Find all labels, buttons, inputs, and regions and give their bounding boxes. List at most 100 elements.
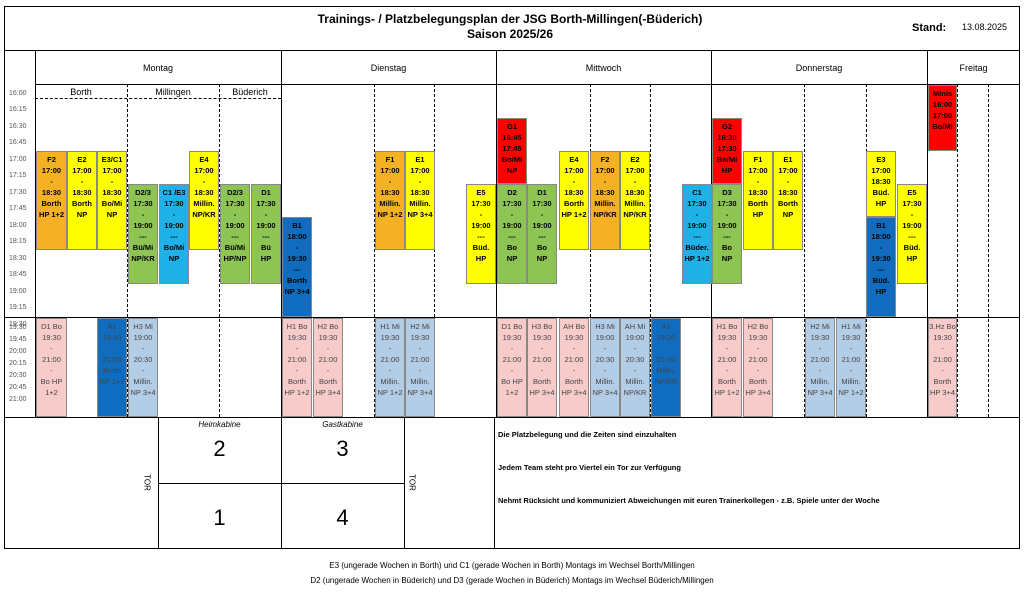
tor-right-label: TOR xyxy=(407,474,417,491)
time-label: 17:30 xyxy=(9,189,27,196)
training-block: A1 19:30 - 21:00 Borth NP 1+2 xyxy=(97,318,127,417)
training-block: H2 Mi 19:30 - 21:00 - Millin. NP 3+4 xyxy=(805,318,835,417)
day-mittwoch: Mittwoch xyxy=(585,63,622,73)
training-block: AH Mi 19:00 - 20:30 - Millin. NP/KR xyxy=(620,318,650,417)
time-label: 17:15 xyxy=(9,172,27,179)
time-label: 19:30 xyxy=(9,321,27,328)
time-label: 16:00 xyxy=(9,90,27,97)
training-block: E5 17:30 - 19:00 --- Büd. HP xyxy=(897,184,927,284)
field-quarter-3: 3 xyxy=(336,436,349,461)
sep xyxy=(374,84,375,417)
stand-date: 13.08.2025 xyxy=(962,22,1008,32)
field-center-line xyxy=(158,483,404,484)
gastkabine-label: Gastkabine xyxy=(322,420,363,429)
note-1: Die Platzbelegung und die Zeiten sind ei… xyxy=(498,430,677,439)
training-block: H3 Mi 19:00 - 20:30 - Millin. NP 3+4 xyxy=(128,318,158,417)
title-line-1: Trainings- / Platzbelegungsplan der JSG … xyxy=(317,12,703,26)
time-label: 18:15 xyxy=(9,238,27,245)
sep xyxy=(988,84,989,417)
sep xyxy=(219,84,220,417)
location-borth: Borth xyxy=(70,87,92,97)
training-block: H1 Mi 19:30 - 21:00 - Millin. NP 1+2 xyxy=(375,318,405,417)
title-line-2: Saison 2025/26 xyxy=(466,27,554,41)
training-block: 3.Hz Bo 19:30 - 21:00 - Borth HP 3+4 xyxy=(928,318,957,417)
training-block: C1 17:30 - 19:00 --- Büder. HP 1+2 xyxy=(682,184,712,284)
training-block: F1 17:00 - 18:30 Borth HP xyxy=(743,151,773,250)
field-quarter-4: 4 xyxy=(336,505,349,530)
training-block: H2 Bo 19:30 - 21:00 - Borth HP 3+4 xyxy=(313,318,343,417)
training-block: H1 Mi 19:30 - 21:00 - Millin. NP 1+2 xyxy=(836,318,866,417)
left-time-col-line xyxy=(35,50,36,417)
training-block: E4 17:00 - 18:30 Millin. NP/KR xyxy=(189,151,219,250)
location-underline xyxy=(35,98,281,99)
training-block: G2 16:30 17:30 Bo/Mi HP xyxy=(712,118,742,184)
training-block: F2 17:00 - 18:30 Millin. NP/KR xyxy=(590,151,620,250)
sep xyxy=(804,84,805,417)
note-3: Nehmt Rücksicht und kommuniziert Abweich… xyxy=(498,496,880,505)
note-2: Jedem Team steht pro Viertel ein Tor zur… xyxy=(498,463,681,472)
sep xyxy=(957,84,958,417)
training-block: D2/3 17:30 - 19:00 --- Bü/Mi NP/KR xyxy=(128,184,158,284)
sep xyxy=(434,84,435,417)
training-block: B1 18:00 - 19:30 --- Büd. HP xyxy=(866,217,896,317)
time-label: 18:30 xyxy=(9,255,27,262)
training-block: E5 17:30 - 19:00 --- Büd. HP xyxy=(466,184,496,284)
training-block: G1 16:45 17:45 Bo/Mi NP xyxy=(497,118,527,184)
time-label: 17:45 xyxy=(9,205,27,212)
training-block: B1 18:00 - 19:30 --- Borth NP 3+4 xyxy=(282,217,312,317)
sep xyxy=(590,84,591,417)
time-label: 19:45 xyxy=(9,336,27,343)
training-block: H3 Bo 19:30 - 21:00 - Borth HP 3+4 xyxy=(527,318,557,417)
training-block: E3 17:00 18:30 Büd. HP xyxy=(866,151,896,217)
training-block: D1 Bo 19:30 - 21:00 - Bo HP 1+2 xyxy=(497,318,527,417)
training-block: E1 17:00 - 18:30 Borth NP xyxy=(773,151,803,250)
day-donnerstag: Donnerstag xyxy=(795,63,843,73)
col-line-freitag xyxy=(927,50,928,417)
sep xyxy=(650,84,651,417)
header-divider xyxy=(4,50,1020,51)
training-block: AH Bo 19:30 - 21:00 - Borth HP 3+4 xyxy=(559,318,589,417)
time-label: 17:00 xyxy=(9,156,27,163)
training-block: D1 Bo 19:30 - 21:00 - Bo HP 1+2 xyxy=(36,318,67,417)
field-notes-line xyxy=(494,417,495,549)
training-block: F1 17:00 - 18:30 Millin. NP 1+2 xyxy=(375,151,405,250)
field-quarter-1: 1 xyxy=(213,505,226,530)
time-label: 20:45 xyxy=(9,384,27,391)
footer-line-2: D2 (ungerade Wochen in Büderich) und D3 … xyxy=(310,576,714,585)
training-block: H3 Mi 19:00 - 20:30 - Millin. NP 3+4 xyxy=(590,318,620,417)
time-label: 21:00 xyxy=(9,396,27,403)
training-block: E4 17:00 - 18:30 Borth HP 1+2 xyxy=(559,151,589,250)
tor-left-label: TOR xyxy=(142,474,152,491)
footer-line-1: E3 (ungerade Wochen in Borth) und C1 (ge… xyxy=(329,561,695,570)
training-block: E2 17:00 - 18:30 Millin. NP/KR xyxy=(620,151,650,250)
location-millingen: Millingen xyxy=(155,87,191,97)
page-title: Trainings- / Platzbelegungsplan der JSG … xyxy=(250,12,770,42)
time-label: 16:45 xyxy=(9,139,27,146)
sep xyxy=(127,84,128,417)
time-label: 18:45 xyxy=(9,271,27,278)
stand-label: Stand: xyxy=(912,22,947,34)
day-dienstag: Dienstag xyxy=(370,63,407,73)
training-block: A1 19:30 - 21:00 Millin. NP/KR xyxy=(651,318,681,417)
time-label: 18:00 xyxy=(9,222,27,229)
field-right-line xyxy=(404,417,405,549)
training-block: D2/3 17:30 - 19:00 --- Bü/Mi HP/NP xyxy=(220,184,250,284)
day-header-divider xyxy=(35,84,1020,85)
training-block: E2 17:00 - 18:30 Borth NP xyxy=(67,151,97,250)
training-block: H2 Bo 19:30 - 21:00 - Borth HP 3+4 xyxy=(743,318,773,417)
time-label: 20:30 xyxy=(9,372,27,379)
training-block: D2 17:30 - 19:00 --- Bo NP xyxy=(497,184,527,284)
time-label: 20:15 xyxy=(9,360,27,367)
day-freitag: Freitag xyxy=(959,63,988,73)
training-block: H1 Bo 19:30 - 21:00 - Borth HP 1+2 xyxy=(282,318,312,417)
heimkabine-label: Heimkabine xyxy=(198,420,241,429)
training-block: C1 /E3 17:30 - 19:00 --- Bo/Mi NP xyxy=(159,184,189,284)
col-line-mittwoch xyxy=(496,50,497,417)
field-quarter-2: 2 xyxy=(213,436,226,461)
training-block: Minis 16:00 17:00 Bo/Mi xyxy=(928,85,957,151)
time-label: 19:30 xyxy=(9,324,27,331)
schedule-frame xyxy=(4,6,1020,549)
training-block: E3/C1 17:00 - 18:30 Bo/Mi NP xyxy=(97,151,127,250)
time-label: 19:15 xyxy=(9,304,27,311)
training-block: H2 Mi 19:30 - 21:00 - Millin. NP 3+4 xyxy=(405,318,435,417)
